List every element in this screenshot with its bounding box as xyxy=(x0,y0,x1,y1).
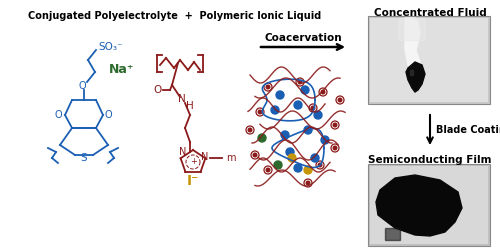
Circle shape xyxy=(321,90,325,94)
Text: O: O xyxy=(78,81,86,91)
Circle shape xyxy=(311,106,315,110)
Text: O: O xyxy=(54,110,62,120)
Polygon shape xyxy=(398,18,425,40)
Bar xyxy=(368,164,490,246)
Text: H: H xyxy=(186,101,194,111)
Text: N: N xyxy=(178,94,186,104)
Text: Conjugated Polyelectrolyte  +  Polymeric Ionic Liquid: Conjugated Polyelectrolyte + Polymeric I… xyxy=(28,11,322,21)
Polygon shape xyxy=(385,228,400,240)
Circle shape xyxy=(281,131,289,139)
Circle shape xyxy=(318,163,322,167)
Text: m: m xyxy=(226,153,235,163)
Text: +: + xyxy=(190,158,198,167)
Circle shape xyxy=(298,80,302,84)
Polygon shape xyxy=(410,70,413,75)
Text: N: N xyxy=(180,147,186,157)
Text: S: S xyxy=(80,153,87,163)
Text: SO₃⁻: SO₃⁻ xyxy=(98,42,122,52)
Polygon shape xyxy=(406,62,425,92)
Circle shape xyxy=(311,154,319,162)
Circle shape xyxy=(276,91,284,99)
Circle shape xyxy=(253,153,257,157)
Circle shape xyxy=(271,106,279,114)
Circle shape xyxy=(333,123,337,127)
Text: Blade Coating: Blade Coating xyxy=(436,125,500,135)
Circle shape xyxy=(304,166,312,174)
Bar xyxy=(370,166,488,244)
Text: Concentrated Fluid: Concentrated Fluid xyxy=(374,8,486,18)
Circle shape xyxy=(286,148,294,156)
Circle shape xyxy=(306,181,310,185)
Circle shape xyxy=(258,134,266,142)
Circle shape xyxy=(294,101,302,109)
Text: Na⁺: Na⁺ xyxy=(109,63,135,76)
Circle shape xyxy=(338,98,342,102)
Bar xyxy=(370,18,488,102)
Bar xyxy=(368,16,490,104)
Circle shape xyxy=(288,154,296,162)
Text: N: N xyxy=(202,152,208,162)
Circle shape xyxy=(266,85,270,89)
Circle shape xyxy=(304,126,312,134)
Text: O: O xyxy=(153,85,161,95)
Circle shape xyxy=(314,111,322,119)
Circle shape xyxy=(258,110,262,114)
Text: O: O xyxy=(104,110,112,120)
Circle shape xyxy=(266,168,270,172)
Circle shape xyxy=(301,86,309,94)
Text: Semiconducting Film: Semiconducting Film xyxy=(368,155,492,165)
Polygon shape xyxy=(376,175,462,236)
Text: I⁻: I⁻ xyxy=(187,174,199,188)
Circle shape xyxy=(294,164,302,172)
Circle shape xyxy=(333,146,337,150)
Circle shape xyxy=(321,136,329,144)
Text: Coacervation: Coacervation xyxy=(264,33,342,43)
Circle shape xyxy=(248,128,252,132)
Circle shape xyxy=(274,161,282,169)
Polygon shape xyxy=(405,18,420,72)
